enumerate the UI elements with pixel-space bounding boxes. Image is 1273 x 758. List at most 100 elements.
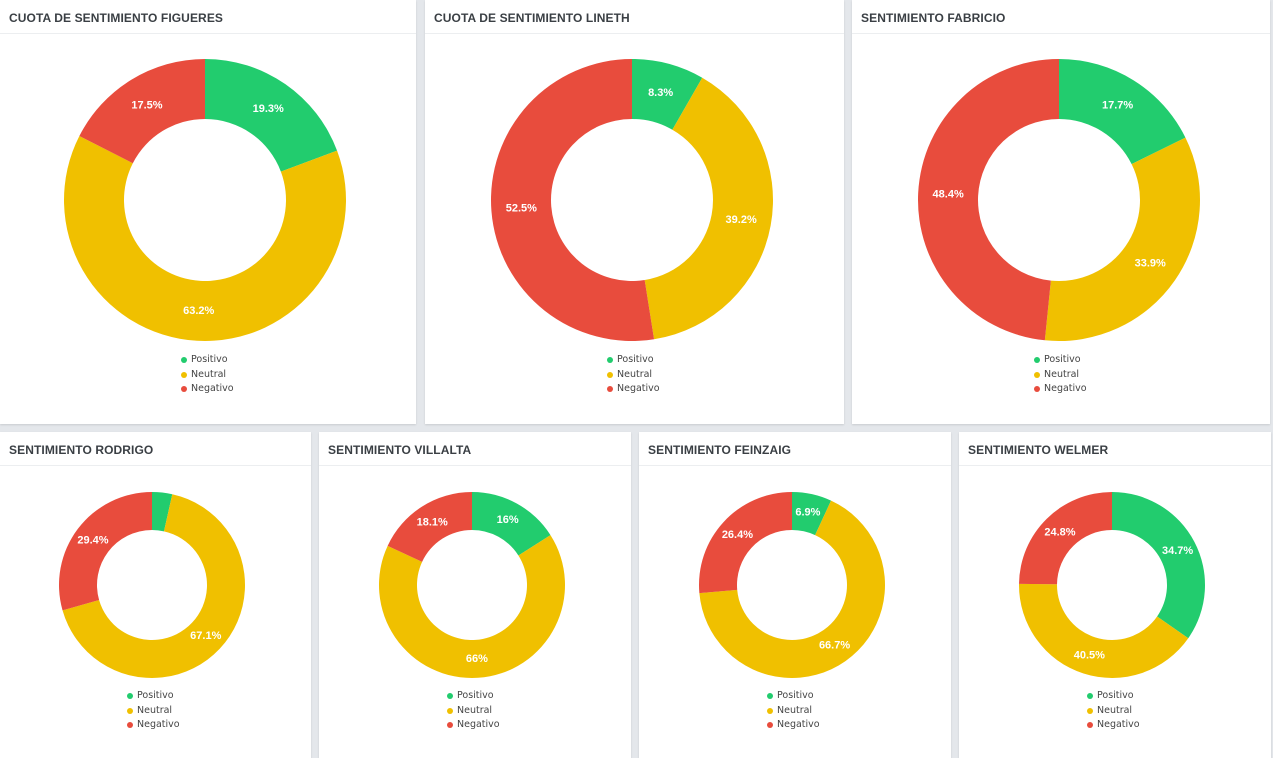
legend-label: Neutral bbox=[777, 704, 813, 716]
slice-neutral[interactable] bbox=[644, 77, 773, 340]
chart-legend: Positivo Neutral Negativo bbox=[127, 689, 180, 733]
legend-label: Positivo bbox=[191, 354, 228, 365]
slice-label-neutral: 66% bbox=[466, 653, 488, 665]
legend-dot-icon bbox=[181, 386, 187, 393]
slice-positivo[interactable] bbox=[205, 59, 338, 172]
slice-neutral[interactable] bbox=[63, 135, 346, 341]
panel-divider bbox=[639, 465, 951, 466]
slice-positivo[interactable] bbox=[632, 59, 703, 130]
slice-positivo[interactable] bbox=[152, 492, 173, 532]
slice-negativo[interactable] bbox=[387, 492, 472, 562]
panel-divider bbox=[0, 465, 311, 466]
legend-dot-icon bbox=[1034, 386, 1040, 393]
slice-label-positivo: 8.3% bbox=[648, 87, 673, 99]
legend-item-neutral[interactable]: Neutral bbox=[1034, 368, 1087, 383]
legend-dot-icon bbox=[1087, 693, 1093, 700]
slice-positivo[interactable] bbox=[1112, 492, 1205, 639]
chart-panel-feinzaig: SENTIMIENTO FEINZAIG 6.9% 66.7% 26.4% Posit… bbox=[639, 432, 951, 758]
donut-chart: 6.9% 66.7% 26.4% bbox=[699, 492, 885, 678]
legend-item-negativo[interactable]: Negativo bbox=[1087, 718, 1140, 733]
legend-label: Negativo bbox=[457, 719, 500, 730]
legend-label: Negativo bbox=[617, 383, 660, 394]
legend-label: Positivo bbox=[617, 354, 654, 365]
panel-title: SENTIMIENTO VILLALTA bbox=[328, 443, 472, 457]
legend-label: Neutral bbox=[191, 368, 227, 380]
slice-negativo[interactable] bbox=[491, 59, 655, 341]
panel-title: SENTIMIENTO FEINZAIG bbox=[648, 443, 792, 457]
panel-divider bbox=[959, 465, 1271, 466]
legend-item-negativo[interactable]: Negativo bbox=[181, 382, 234, 397]
slice-label-positivo: 17.7% bbox=[1102, 100, 1133, 112]
slice-neutral[interactable] bbox=[379, 535, 565, 678]
legend-label: Positivo bbox=[777, 690, 814, 701]
legend-label: Neutral bbox=[137, 704, 173, 716]
legend-item-positivo[interactable]: Positivo bbox=[1087, 689, 1140, 704]
legend-label: Neutral bbox=[1044, 368, 1080, 380]
panel-divider bbox=[852, 33, 1270, 34]
legend-label: Positivo bbox=[457, 690, 494, 701]
legend-item-positivo[interactable]: Positivo bbox=[1034, 353, 1087, 368]
slice-label-neutral: 40.5% bbox=[1074, 649, 1105, 661]
slice-label-positivo: 19.3% bbox=[253, 103, 284, 115]
legend-dot-icon bbox=[1034, 371, 1040, 378]
chart-legend: Positivo Neutral Negativo bbox=[1087, 689, 1140, 733]
slice-neutral[interactable] bbox=[62, 494, 246, 678]
legend-label: Positivo bbox=[1044, 354, 1081, 365]
legend-item-positivo[interactable]: Positivo bbox=[127, 689, 180, 704]
legend-dot-icon bbox=[447, 707, 453, 714]
slice-label-negativo: 17.5% bbox=[131, 99, 162, 111]
panel-divider bbox=[319, 465, 631, 466]
slice-negativo[interactable] bbox=[1019, 492, 1112, 585]
donut-chart: 67.1% 29.4% bbox=[58, 492, 246, 678]
legend-label: Negativo bbox=[777, 719, 820, 730]
legend-item-neutral[interactable]: Neutral bbox=[607, 368, 660, 383]
chart-legend: Positivo Neutral Negativo bbox=[767, 689, 820, 733]
legend-item-positivo[interactable]: Positivo bbox=[767, 689, 820, 704]
legend-item-neutral[interactable]: Neutral bbox=[127, 704, 180, 719]
legend-label: Neutral bbox=[617, 368, 653, 380]
panel-title: CUOTA DE SENTIMIENTO LINETH bbox=[434, 11, 630, 25]
legend-item-neutral[interactable]: Neutral bbox=[1087, 704, 1140, 719]
slice-negativo[interactable] bbox=[79, 59, 205, 164]
panel-divider bbox=[425, 33, 844, 34]
slice-label-neutral: 33.9% bbox=[1135, 257, 1166, 269]
legend-item-neutral[interactable]: Neutral bbox=[181, 368, 234, 383]
legend-item-negativo[interactable]: Negativo bbox=[1034, 382, 1087, 397]
slice-positivo[interactable] bbox=[1059, 59, 1186, 165]
legend-item-negativo[interactable]: Negativo bbox=[607, 382, 660, 397]
legend-item-positivo[interactable]: Positivo bbox=[447, 689, 500, 704]
slice-neutral[interactable] bbox=[1019, 583, 1189, 678]
donut-chart: 17.7% 33.9% 48.4% bbox=[918, 59, 1200, 341]
legend-dot-icon bbox=[767, 722, 773, 729]
legend-label: Negativo bbox=[191, 383, 234, 394]
chart-panel-welmer: SENTIMIENTO WELMER 34.7% 40.5% 24.8% Positi… bbox=[959, 432, 1271, 758]
legend-item-positivo[interactable]: Positivo bbox=[607, 353, 660, 368]
slice-label-negativo: 26.4% bbox=[722, 529, 753, 541]
slice-label-neutral: 66.7% bbox=[819, 640, 850, 652]
panel-title: SENTIMIENTO WELMER bbox=[968, 443, 1109, 457]
chart-legend: Positivo Neutral Negativo bbox=[447, 689, 500, 733]
slice-negativo[interactable] bbox=[58, 492, 152, 611]
slice-neutral[interactable] bbox=[1044, 137, 1200, 341]
slice-label-positivo: 6.9% bbox=[795, 507, 820, 519]
slice-label-negativo: 52.5% bbox=[506, 203, 537, 215]
panel-title: SENTIMIENTO RODRIGO bbox=[9, 443, 154, 457]
legend-item-negativo[interactable]: Negativo bbox=[127, 718, 180, 733]
legend-dot-icon bbox=[767, 707, 773, 714]
slice-positivo[interactable] bbox=[792, 492, 832, 536]
legend-item-negativo[interactable]: Negativo bbox=[447, 718, 500, 733]
slice-positivo[interactable] bbox=[472, 492, 551, 556]
slice-label-neutral: 63.2% bbox=[183, 305, 214, 317]
slice-neutral[interactable] bbox=[699, 500, 885, 678]
chart-panel-lineth: CUOTA DE SENTIMIENTO LINETH 8.3% 39.2% 52.… bbox=[425, 0, 844, 424]
legend-item-negativo[interactable]: Negativo bbox=[767, 718, 820, 733]
legend-item-neutral[interactable]: Neutral bbox=[767, 704, 820, 719]
legend-item-neutral[interactable]: Neutral bbox=[447, 704, 500, 719]
legend-label: Negativo bbox=[1097, 719, 1140, 730]
slice-negativo[interactable] bbox=[918, 59, 1059, 341]
legend-item-positivo[interactable]: Positivo bbox=[181, 353, 234, 368]
legend-dot-icon bbox=[181, 357, 187, 364]
legend-dot-icon bbox=[127, 693, 133, 700]
slice-negativo[interactable] bbox=[699, 492, 792, 594]
legend-dot-icon bbox=[1087, 722, 1093, 729]
